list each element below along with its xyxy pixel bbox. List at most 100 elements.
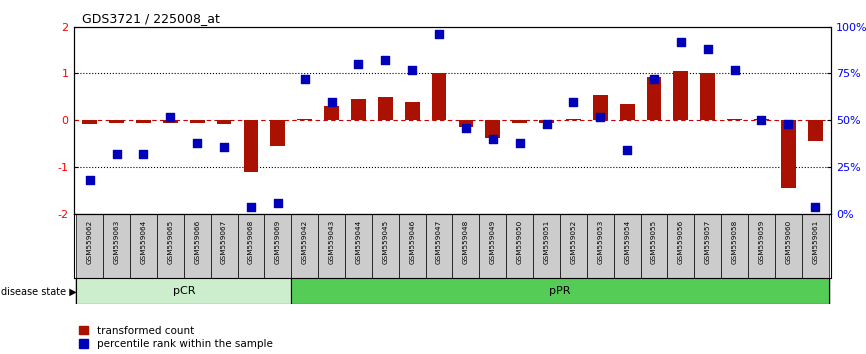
Bar [727, 119, 742, 120]
Bar [674, 71, 688, 120]
Bar [297, 119, 312, 120]
FancyBboxPatch shape [264, 214, 291, 278]
FancyBboxPatch shape [668, 214, 695, 278]
Point [781, 121, 795, 127]
FancyBboxPatch shape [721, 214, 748, 278]
Point [325, 99, 339, 104]
Text: GSM559069: GSM559069 [275, 219, 281, 263]
FancyBboxPatch shape [641, 214, 668, 278]
FancyBboxPatch shape [425, 214, 452, 278]
Bar [781, 120, 796, 188]
Text: pCR: pCR [172, 286, 195, 296]
Point [459, 125, 473, 131]
Text: GSM559067: GSM559067 [221, 219, 227, 263]
Text: GSM559048: GSM559048 [463, 219, 469, 263]
Bar [136, 120, 151, 123]
Text: GSM559061: GSM559061 [812, 219, 818, 263]
FancyBboxPatch shape [291, 214, 318, 278]
Bar [270, 120, 285, 146]
Point [727, 67, 741, 73]
Bar [163, 120, 178, 123]
Bar [620, 104, 635, 120]
Point [405, 67, 419, 73]
Point [191, 140, 204, 146]
Point [620, 148, 634, 153]
Point [244, 204, 258, 210]
FancyBboxPatch shape [184, 214, 210, 278]
Text: GSM559051: GSM559051 [544, 219, 550, 263]
Bar [243, 120, 258, 172]
Text: GSM559054: GSM559054 [624, 219, 630, 263]
Text: GSM559066: GSM559066 [194, 219, 200, 263]
Text: GSM559064: GSM559064 [140, 219, 146, 263]
Text: GSM559058: GSM559058 [732, 219, 738, 263]
Text: pPR: pPR [549, 286, 571, 296]
Point [83, 178, 97, 183]
Bar [701, 74, 715, 120]
Point [647, 76, 661, 82]
Legend: transformed count, percentile rank within the sample: transformed count, percentile rank withi… [79, 326, 273, 349]
Bar [431, 74, 447, 120]
Point [352, 61, 365, 67]
Bar [82, 120, 97, 124]
FancyBboxPatch shape [802, 214, 829, 278]
Point [808, 204, 822, 210]
Point [701, 46, 714, 52]
Bar [808, 120, 823, 142]
FancyBboxPatch shape [237, 214, 264, 278]
Point [164, 114, 178, 119]
Point [137, 151, 151, 157]
FancyBboxPatch shape [210, 214, 237, 278]
Point [486, 136, 500, 142]
FancyBboxPatch shape [130, 214, 157, 278]
Text: GSM559050: GSM559050 [517, 219, 523, 263]
FancyBboxPatch shape [157, 214, 184, 278]
FancyBboxPatch shape [480, 214, 507, 278]
Text: GSM559060: GSM559060 [785, 219, 792, 263]
FancyBboxPatch shape [345, 214, 372, 278]
Text: GSM559068: GSM559068 [248, 219, 254, 263]
Text: GSM559045: GSM559045 [382, 219, 388, 263]
Point [298, 76, 312, 82]
FancyBboxPatch shape [533, 214, 560, 278]
Point [566, 99, 580, 104]
FancyBboxPatch shape [748, 214, 775, 278]
Point [432, 31, 446, 37]
Bar [351, 99, 365, 120]
Point [513, 140, 527, 146]
FancyBboxPatch shape [372, 214, 398, 278]
FancyBboxPatch shape [587, 214, 614, 278]
Bar [324, 106, 339, 120]
Point [378, 57, 392, 63]
FancyBboxPatch shape [695, 214, 721, 278]
Text: GSM559056: GSM559056 [678, 219, 684, 263]
Text: GSM559057: GSM559057 [705, 219, 711, 263]
Text: GSM559053: GSM559053 [598, 219, 604, 263]
FancyBboxPatch shape [614, 214, 641, 278]
Text: GSM559046: GSM559046 [409, 219, 415, 263]
FancyBboxPatch shape [398, 214, 425, 278]
FancyBboxPatch shape [775, 214, 802, 278]
Point [271, 200, 285, 206]
Text: GSM559043: GSM559043 [328, 219, 334, 263]
Point [674, 39, 688, 44]
Text: disease state ▶: disease state ▶ [1, 287, 76, 297]
Text: GSM559055: GSM559055 [651, 219, 657, 263]
Text: GSM559052: GSM559052 [571, 219, 577, 263]
Text: GSM559062: GSM559062 [87, 219, 93, 263]
Text: GSM559063: GSM559063 [113, 219, 120, 263]
Bar [593, 95, 608, 120]
Bar [540, 120, 554, 123]
FancyBboxPatch shape [103, 214, 130, 278]
Bar [378, 97, 392, 120]
FancyBboxPatch shape [76, 214, 103, 278]
Text: GDS3721 / 225008_at: GDS3721 / 225008_at [82, 12, 220, 25]
Text: GSM559049: GSM559049 [490, 219, 496, 263]
Point [754, 118, 768, 123]
Bar [513, 120, 527, 123]
Bar [458, 120, 474, 127]
FancyBboxPatch shape [452, 214, 480, 278]
Text: GSM559047: GSM559047 [436, 219, 442, 263]
Bar [404, 102, 419, 120]
Bar [566, 119, 581, 120]
